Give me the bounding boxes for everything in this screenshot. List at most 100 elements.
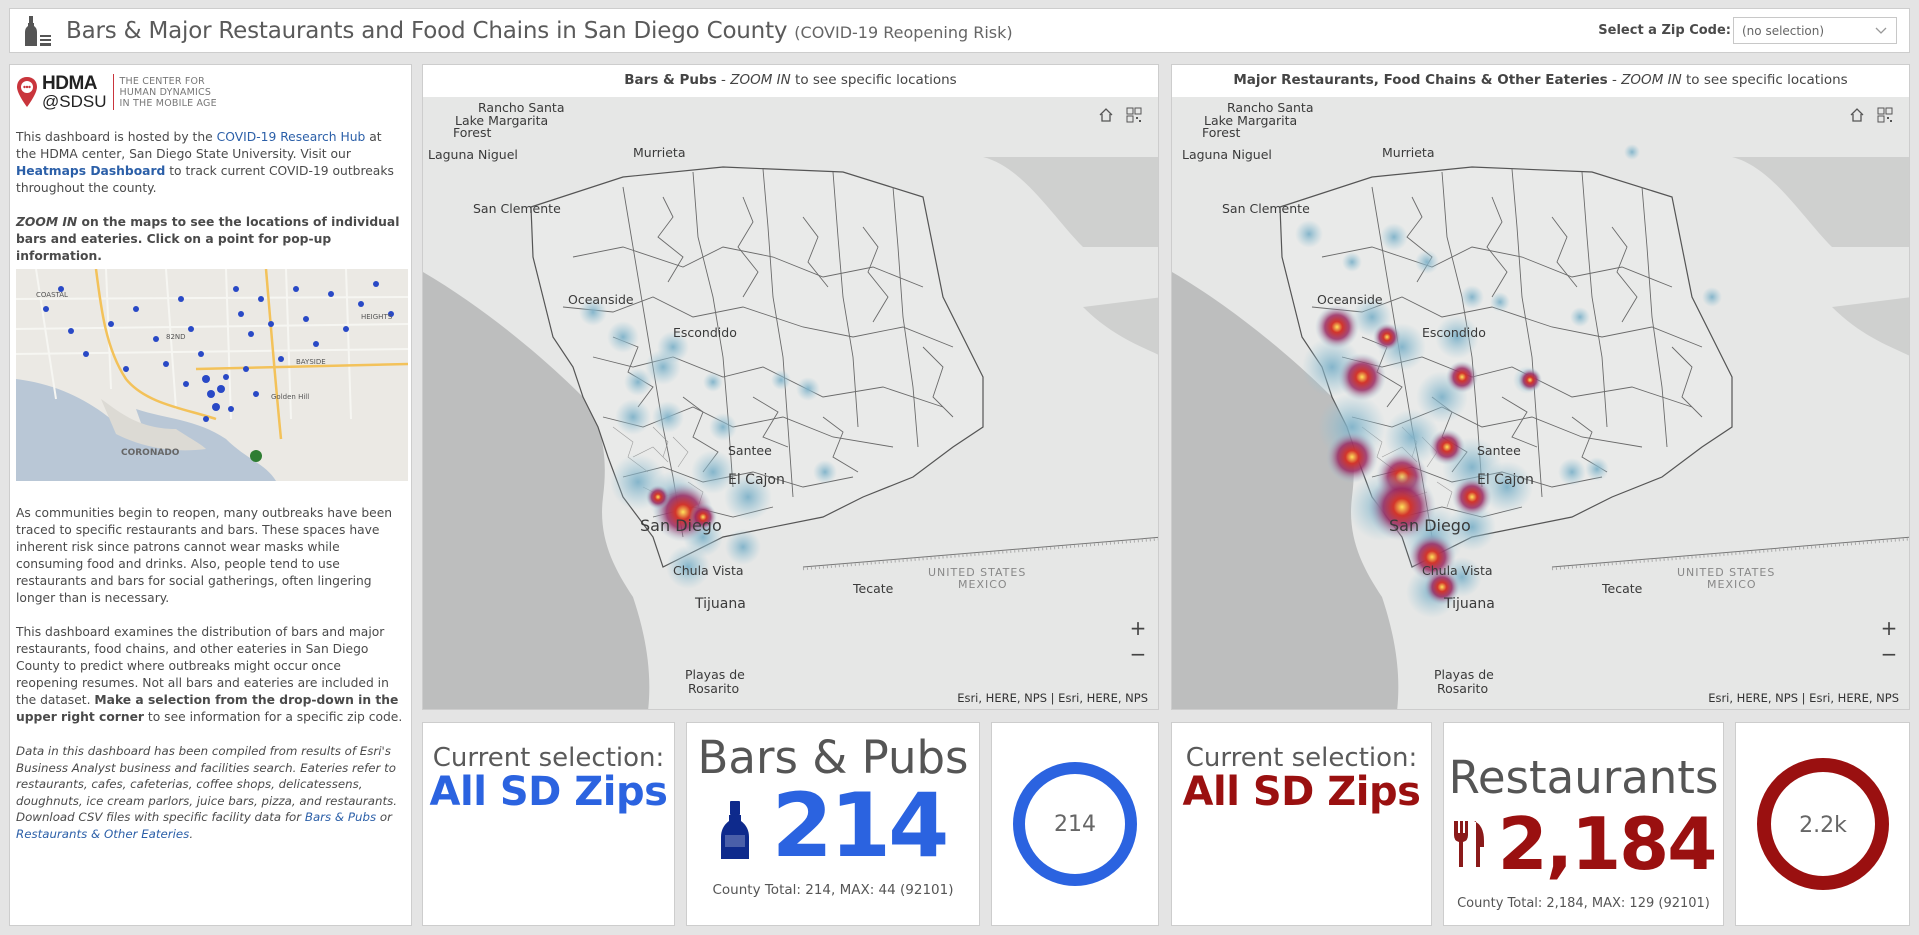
restaurants-county-total: County Total: 2,184, MAX: 129 (92101) [1457, 896, 1710, 911]
svg-text:82ND: 82ND [166, 333, 186, 341]
svg-text:Playas de: Playas de [685, 667, 745, 682]
restaurants-map-title: Major Restaurants, Food Chains & Other E… [1172, 65, 1909, 98]
bars-county-total: County Total: 214, MAX: 44 (92101) [712, 882, 954, 898]
svg-text:Lake Margarita: Lake Margarita [1204, 113, 1297, 128]
zoom-in-button[interactable]: + [1129, 616, 1147, 640]
zoom-controls: + − [1126, 615, 1150, 667]
page-title: Bars & Major Restaurants and Food Chains… [66, 17, 788, 44]
intro-paragraph: This dashboard is hosted by the COVID-19… [16, 130, 394, 195]
heatmaps-dashboard-link[interactable]: Heatmaps Dashboard [16, 164, 166, 178]
zoom-in-button[interactable]: + [1880, 616, 1898, 640]
selection-label: Current selection: [1185, 743, 1418, 773]
restaurants-csv-link[interactable]: Restaurants & Other Eateries [16, 826, 190, 841]
selection-value: All SD Zips [1182, 769, 1421, 815]
zoom-controls: + − [1877, 615, 1901, 667]
svg-text:Chula Vista: Chula Vista [673, 563, 744, 578]
svg-text:Rancho Santa: Rancho Santa [478, 100, 565, 115]
location-pin-icon [17, 77, 37, 107]
svg-text:UNITED STATES: UNITED STATES [1677, 566, 1775, 579]
chevron-down-icon [1875, 27, 1887, 34]
restaurants-card-title: Restaurants [1448, 751, 1719, 804]
svg-text:El Cajon: El Cajon [1477, 472, 1534, 488]
svg-text:Escondido: Escondido [673, 325, 737, 340]
home-button[interactable] [1849, 107, 1871, 129]
zoom-out-button[interactable]: − [1880, 642, 1898, 666]
fork-knife-icon [1453, 821, 1484, 867]
svg-text:214: 214 [1054, 812, 1096, 837]
svg-text:El Cajon: El Cajon [728, 472, 785, 488]
svg-text:San Clemente: San Clemente [1222, 201, 1310, 216]
svg-text:Rosarito: Rosarito [1437, 681, 1488, 696]
restaurants-count-card: Restaurants 2,184 County Total: 2,184, M… [1443, 722, 1724, 926]
zoom-out-button[interactable]: − [1129, 642, 1147, 666]
svg-text:Tijuana: Tijuana [1443, 596, 1495, 612]
svg-text:COASTAL: COASTAL [36, 291, 68, 299]
bars-map-canvas[interactable]: Rancho Santa Lake Margarita Forest Lagun… [423, 97, 1158, 709]
svg-text:Forest: Forest [453, 125, 491, 140]
svg-text:Santee: Santee [728, 443, 772, 458]
context-paragraph: As communities begin to reopen, many out… [16, 506, 393, 605]
logo-caption: THE CENTER FOR HUMAN DYNAMICS IN THE MOB… [119, 75, 217, 109]
qr-code-button[interactable] [1877, 107, 1899, 129]
qr-code-button[interactable] [1126, 107, 1148, 129]
qr-code-icon [1126, 107, 1142, 123]
map-attribution: Esri, HERE, NPS | Esri, HERE, NPS [1708, 691, 1899, 705]
bottle-and-glass-icon [25, 15, 51, 46]
svg-text:Playas de: Playas de [1434, 667, 1494, 682]
svg-text:Murrieta: Murrieta [1382, 145, 1435, 160]
svg-text:HEIGHTS: HEIGHTS [361, 313, 393, 321]
bars-selection-card: Current selection: All SD Zips [422, 722, 675, 926]
selection-value: All SD Zips [429, 769, 668, 815]
bars-ring-card: 214 [991, 722, 1159, 926]
svg-text:UNITED STATES: UNITED STATES [928, 566, 1026, 579]
svg-text:MEXICO: MEXICO [1707, 578, 1757, 591]
info-sidebar: HDMA @SDSU THE CENTER FOR HUMAN DYNAMICS… [9, 64, 412, 926]
svg-text:2.2k: 2.2k [1799, 813, 1847, 838]
restaurants-ring-card: 2.2k [1735, 722, 1910, 926]
svg-text:Oceanside: Oceanside [1317, 292, 1383, 307]
data-source-paragraph: Data in this dashboard has been compiled… [16, 744, 397, 841]
restaurants-ring-gauge: 2.2k [1756, 758, 1889, 890]
zip-select-value: (no selection) [1742, 24, 1825, 38]
map-attribution: Esri, HERE, NPS | Esri, HERE, NPS [957, 691, 1148, 705]
bars-map-title: Bars & Pubs - ZOOM IN to see specific lo… [423, 65, 1158, 98]
svg-text:MEXICO: MEXICO [958, 578, 1008, 591]
svg-text:Chula Vista: Chula Vista [1422, 563, 1493, 578]
svg-text:Lake Margarita: Lake Margarita [455, 113, 548, 128]
logo-line-2: @SDSU [42, 91, 107, 111]
bottle-icon [720, 801, 749, 859]
home-button[interactable] [1098, 107, 1120, 129]
bars-count: 214 [771, 774, 950, 877]
restaurants-density-layer [1295, 144, 1722, 618]
bars-card-title: Bars & Pubs [697, 731, 969, 784]
svg-text:Escondido: Escondido [1422, 325, 1486, 340]
svg-text:Santee: Santee [1477, 443, 1521, 458]
logo-line-1: HDMA [42, 72, 97, 94]
svg-text:Tecate: Tecate [852, 581, 894, 596]
svg-text:Rancho Santa: Rancho Santa [1227, 100, 1314, 115]
bars-count-card: Bars & Pubs 214 County Total: 214, MAX: … [686, 722, 980, 926]
qr-code-icon [1877, 107, 1893, 123]
bars-csv-link[interactable]: Bars & Pubs [304, 810, 377, 824]
bars-map-panel: Bars & Pubs - ZOOM IN to see specific lo… [422, 64, 1159, 710]
selection-label: Current selection: [432, 743, 665, 773]
bars-ring-gauge: 214 [1013, 762, 1137, 886]
restaurants-map-canvas[interactable]: Rancho Santa Lake Margarita Forest Lagun… [1172, 97, 1909, 709]
svg-text:Laguna Niguel: Laguna Niguel [428, 147, 518, 162]
zip-select-label: Select a Zip Code: [1598, 23, 1731, 38]
hdma-logo: HDMA @SDSU THE CENTER FOR HUMAN DYNAMICS… [16, 71, 405, 113]
home-icon [1850, 108, 1864, 122]
svg-text:San Diego: San Diego [640, 516, 722, 535]
restaurants-count: 2,184 [1497, 802, 1718, 886]
zoom-instructions: ZOOM IN on the maps to see the locations… [16, 215, 400, 263]
zip-code-dropdown[interactable]: (no selection) [1733, 17, 1897, 44]
logo-divider [112, 74, 114, 110]
svg-text:San Clemente: San Clemente [473, 201, 561, 216]
header-bar: Bars & Major Restaurants and Food Chains… [9, 8, 1910, 53]
restaurants-selection-card: Current selection: All SD Zips [1171, 722, 1432, 926]
svg-text:San Diego: San Diego [1389, 516, 1471, 535]
svg-text:Murrieta: Murrieta [633, 145, 686, 160]
covid-research-hub-link[interactable]: COVID-19 Research Hub [216, 130, 366, 144]
svg-text:Tecate: Tecate [1601, 581, 1643, 596]
restaurants-map-panel: Major Restaurants, Food Chains & Other E… [1171, 64, 1910, 710]
